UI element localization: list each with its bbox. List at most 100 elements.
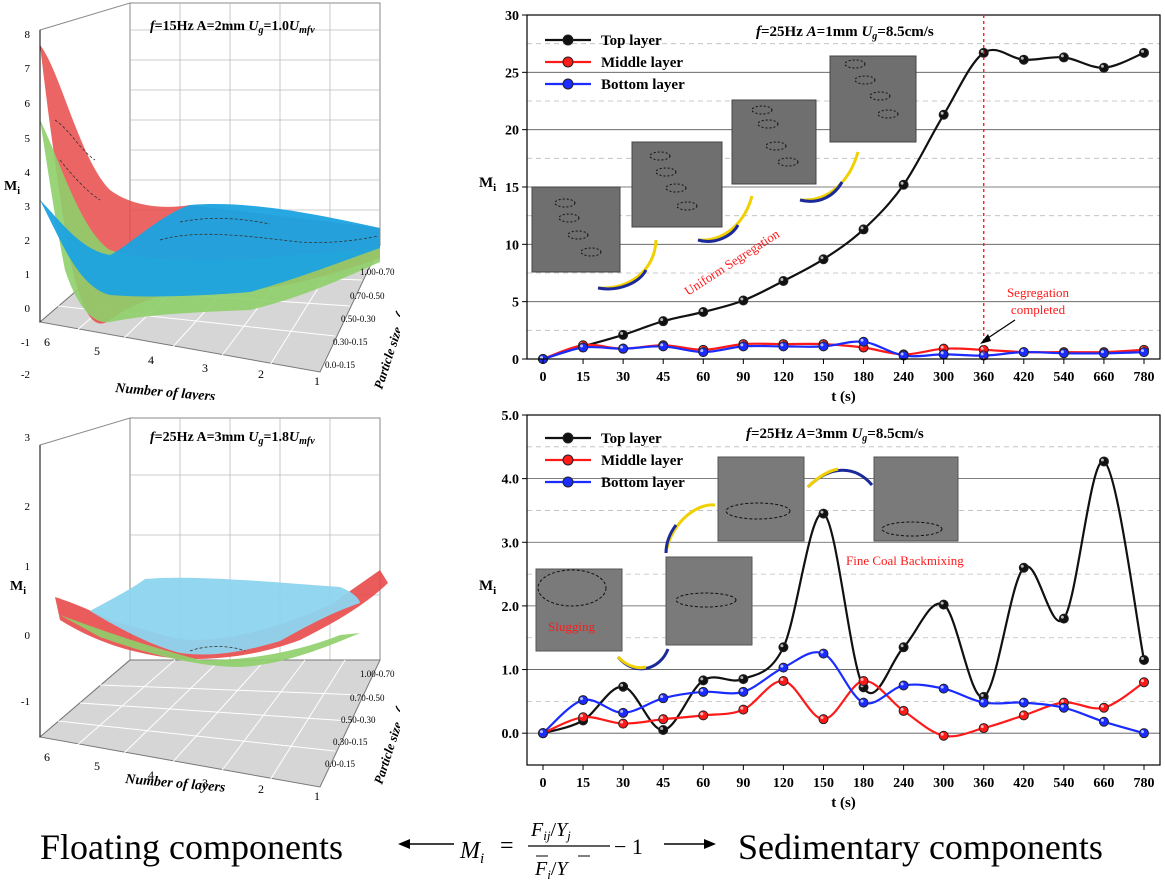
- x-tick-label: 150: [813, 370, 834, 385]
- data-point: [538, 728, 548, 739]
- y-tick: 0.50-0.30: [341, 715, 376, 725]
- x-tick-label: 300: [933, 776, 954, 791]
- data-point: [698, 347, 709, 358]
- data-point: [818, 648, 829, 659]
- data-point: [818, 508, 829, 519]
- z-tick: 3: [25, 432, 31, 444]
- point-highlight: [820, 716, 824, 720]
- point-highlight: [940, 732, 944, 736]
- x-tick-label: 780: [1134, 370, 1155, 385]
- point-highlight: [1020, 56, 1024, 60]
- data-point: [978, 723, 989, 734]
- y-tick: 0.30-0.15: [333, 737, 368, 747]
- data-point: [578, 712, 589, 723]
- point-highlight: [620, 720, 624, 724]
- data-point: [698, 306, 709, 317]
- data-point: [778, 662, 789, 673]
- y-tick-label: 15: [505, 181, 519, 196]
- y-tick: 1.00-0.70: [360, 669, 395, 679]
- x-tick-label: 60: [696, 370, 710, 385]
- photo-inset-4: [873, 456, 959, 542]
- point-highlight: [780, 278, 784, 282]
- legend-label: Middle layer: [601, 453, 683, 469]
- data-point: [818, 714, 829, 725]
- x-tick-label: 540: [1053, 776, 1074, 791]
- x-tick-label: 300: [933, 370, 954, 385]
- photo-inset-4: [829, 55, 917, 143]
- x-tick: 1: [314, 789, 320, 803]
- series-line-middle-layer: [542, 342, 1145, 361]
- data-point: [898, 680, 909, 691]
- annotation-slugging: Slugging: [548, 619, 595, 634]
- x-tick: 1: [314, 374, 320, 388]
- annotation-fine-coal-backmixing: Fine Coal Backmixing: [846, 553, 964, 568]
- back-gridlines: [130, 3, 380, 245]
- data-point: [938, 730, 949, 741]
- data-point: [698, 686, 709, 697]
- point-highlight: [620, 683, 624, 687]
- point-highlight: [580, 344, 584, 348]
- data-point: [1058, 348, 1069, 359]
- point-highlight: [860, 226, 864, 230]
- data-point: [1018, 710, 1029, 721]
- point-highlight: [540, 730, 543, 734]
- x-tick-label: 780: [1134, 776, 1155, 791]
- y-tick-label: 30: [505, 9, 519, 24]
- legend-swatch-marker: [562, 56, 574, 68]
- point-highlight: [620, 331, 624, 335]
- point-highlight: [620, 345, 624, 349]
- floor: [38, 659, 381, 788]
- point-highlight: [1100, 64, 1104, 68]
- point-highlight: [900, 682, 904, 686]
- point-highlight: [1020, 564, 1024, 568]
- data-point: [1018, 697, 1029, 708]
- plot-frame: [526, 414, 1161, 766]
- x-tick: 3: [202, 776, 208, 790]
- data-point: [898, 705, 909, 716]
- data-point: [1139, 347, 1149, 358]
- contour-lines: [54, 119, 379, 243]
- data-point: [658, 693, 669, 704]
- z-tick: 4: [25, 167, 31, 179]
- data-point: [778, 276, 789, 287]
- point-highlight: [660, 727, 664, 730]
- data-point: [978, 697, 989, 708]
- data-point: [938, 349, 949, 360]
- x-axis-label: Number of layers: [114, 381, 217, 400]
- y-tick: 0.70-0.50: [350, 693, 385, 703]
- data-point: [938, 683, 949, 694]
- y-tick-label: 2.0: [502, 600, 520, 615]
- z-tick: 3: [25, 201, 31, 213]
- annotation-uniform-segregation: Uniform Segregation: [681, 226, 782, 299]
- point-highlight: [980, 693, 984, 697]
- series-group: [538, 456, 1149, 741]
- series-line-top-layer: [542, 460, 1146, 735]
- series-line-middle-layer: [542, 679, 1145, 738]
- point-highlight: [1100, 458, 1104, 462]
- z-axis-label: Mi: [10, 579, 26, 597]
- formula-numerator: Fij/Yj: [530, 819, 571, 843]
- x-tick-label: 30: [616, 370, 630, 385]
- y-tick-label: 5: [512, 296, 519, 311]
- y-tick-label: 4.0: [502, 473, 520, 488]
- x-tick-label: 660: [1093, 370, 1114, 385]
- photo-inset-3: [717, 456, 805, 542]
- y-axis-label: Mi: [479, 175, 496, 194]
- data-point: [818, 341, 829, 352]
- y-tick: 1.00-0.70: [360, 267, 395, 277]
- z-tick: 1: [25, 561, 31, 573]
- formula-minus-one: − 1: [614, 834, 643, 859]
- point-highlight: [980, 49, 984, 53]
- y-tick-label: 20: [505, 124, 519, 139]
- x-axis-label: Number of layers: [124, 772, 227, 796]
- data-point: [1098, 62, 1109, 73]
- point-highlight: [820, 343, 824, 347]
- data-point: [1058, 702, 1069, 713]
- point-highlight: [660, 716, 664, 720]
- data-point: [778, 676, 789, 686]
- legend-swatch-marker: [562, 476, 574, 488]
- data-point: [938, 599, 949, 610]
- data-point: [578, 342, 589, 353]
- point-highlight: [1100, 350, 1104, 354]
